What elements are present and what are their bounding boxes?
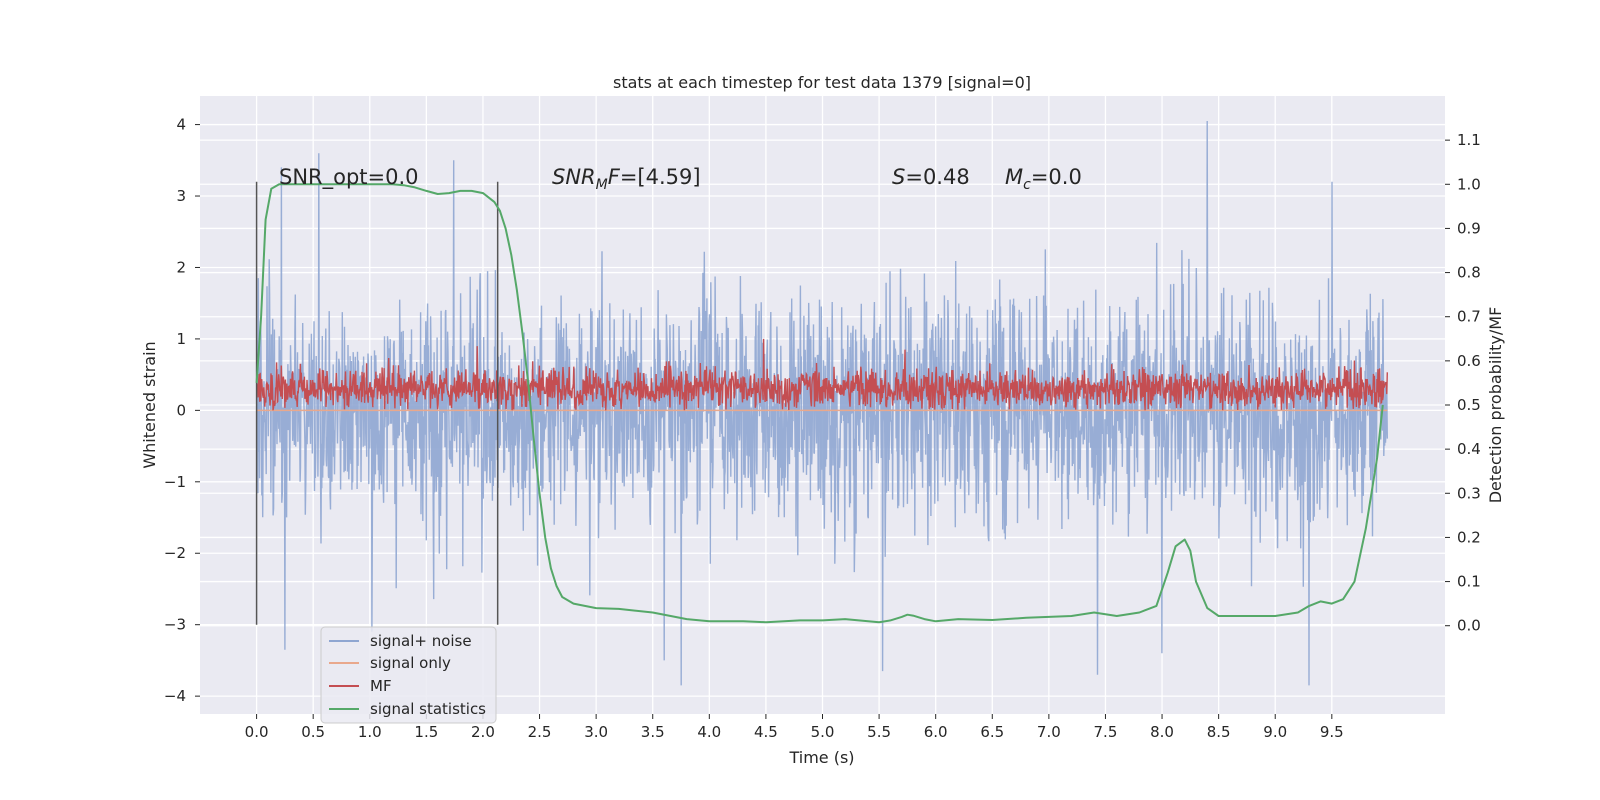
y2-tick-label-1: 1.0: [1457, 175, 1481, 193]
x-tick-label-2: 1.0: [358, 723, 382, 741]
annotation-mc-sub: c: [1023, 177, 1031, 193]
x-tick-label-9: 4.5: [754, 723, 778, 741]
y2-tick-label-5: 0.6: [1457, 352, 1481, 370]
y2-axis-ticks: 1.1 1.0 0.9 0.8 0.7 0.6 0.5 0.4 0.3 0.2 0.1 0.0: [1445, 131, 1481, 635]
annotation-mc-label: M: [1005, 165, 1023, 189]
annotations: SNR_opt=0.0 SNRMF=[4.59] S=0.48 Mc=0.0: [279, 165, 1082, 193]
y-tick-label-4: 0: [176, 401, 186, 419]
y2-tick-label-2: 0.9: [1457, 219, 1481, 237]
y-tick-label-0: 4: [176, 116, 186, 134]
y2-tick-label-4: 0.7: [1457, 308, 1481, 326]
series-signal-statistics: [255, 183, 1384, 624]
y2-tick-label-10: 0.1: [1457, 573, 1481, 591]
annotation-snr-mf-sub: M: [596, 177, 608, 193]
series-mf: [255, 338, 1388, 411]
legend-label-signal-statistics: signal statistics: [370, 700, 486, 718]
line-signal-statistics: [255, 183, 1384, 624]
line-mf: [255, 338, 1388, 411]
y-tick-label-8: −4: [164, 687, 186, 705]
annotation-snr-mf: SNRMF=[4.59]: [552, 165, 701, 193]
x-tick-label-10: 5.0: [811, 723, 835, 741]
annotation-mc: Mc=0.0: [1005, 165, 1082, 193]
y2-tick-label-3: 0.8: [1457, 264, 1481, 282]
y-tick-label-2: 2: [176, 258, 186, 276]
x-tick-label-19: 9.5: [1320, 723, 1344, 741]
x-tick-label-18: 9.0: [1263, 723, 1287, 741]
x-tick-label-14: 7.0: [1037, 723, 1061, 741]
y-axis-ticks: 4 3 2 1 0 −1 −2 −3 −4: [164, 116, 200, 705]
x-tick-label-5: 2.5: [528, 723, 552, 741]
y-tick-label-5: −1: [164, 473, 186, 491]
annotation-s-label: S: [892, 165, 905, 189]
legend-box: [320, 626, 497, 724]
chart-title: stats at each timestep for test data 137…: [613, 73, 1031, 92]
legend-label-signal-only: signal only: [370, 654, 451, 672]
y2-axis-label: Detection probability/MF: [1486, 307, 1505, 504]
x-tick-label-3: 1.5: [414, 723, 438, 741]
y2-tick-label-0: 1.1: [1457, 131, 1481, 149]
x-tick-label-13: 6.5: [980, 723, 1004, 741]
x-axis-label: Time (s): [788, 748, 854, 767]
annotation-snr-mf-main: SNR: [552, 165, 596, 189]
annotation-s: S=0.48: [892, 165, 970, 189]
y2-tick-label-8: 0.3: [1457, 484, 1481, 502]
x-tick-label-1: 0.5: [301, 723, 325, 741]
legend: signal+ noise signal only MF signal stat…: [320, 626, 497, 724]
series-signal-noise: [255, 120, 1388, 686]
x-tick-label-6: 3.0: [584, 723, 608, 741]
annotation-mc-value: =0.0: [1031, 165, 1082, 189]
x-tick-label-15: 7.5: [1094, 723, 1118, 741]
y-tick-label-3: 1: [176, 330, 186, 348]
annotation-snr-mf-rest: F: [608, 165, 621, 189]
vertical-markers: [255, 181, 499, 625]
x-tick-label-11: 5.5: [867, 723, 891, 741]
y-tick-label-7: −3: [164, 616, 186, 634]
y2-tick-label-7: 0.4: [1457, 440, 1481, 458]
y2-tick-label-9: 0.2: [1457, 528, 1481, 546]
x-tick-label-12: 6.0: [924, 723, 948, 741]
x-tick-label-8: 4.0: [697, 723, 721, 741]
x-tick-label-16: 8.0: [1150, 723, 1174, 741]
annotation-snr-mf-value: =[4.59]: [620, 165, 701, 189]
y-axis-label: Whitened strain: [140, 341, 159, 468]
x-tick-label-0: 0.0: [245, 723, 269, 741]
x-axis-ticks: 0.0 0.5 1.0 1.5 2.0 2.5 3.0 3.5 4.0 4.5 5.0 5.5 6.0 6…: [245, 714, 1344, 741]
annotation-snr-opt: SNR_opt=0.0: [279, 165, 419, 190]
x-tick-label-17: 8.5: [1207, 723, 1231, 741]
y2-tick-label-6: 0.5: [1457, 396, 1481, 414]
annotation-s-value: =0.48: [905, 165, 969, 189]
y2-tick-label-11: 0.0: [1457, 617, 1481, 635]
legend-label-signal-noise: signal+ noise: [370, 632, 472, 650]
legend-label-mf: MF: [370, 677, 392, 695]
y-tick-label-1: 3: [176, 187, 186, 205]
line-signal-noise: [255, 120, 1388, 686]
x-tick-label-7: 3.5: [641, 723, 665, 741]
x-tick-label-4: 2.0: [471, 723, 495, 741]
y-tick-label-6: −2: [164, 544, 186, 562]
